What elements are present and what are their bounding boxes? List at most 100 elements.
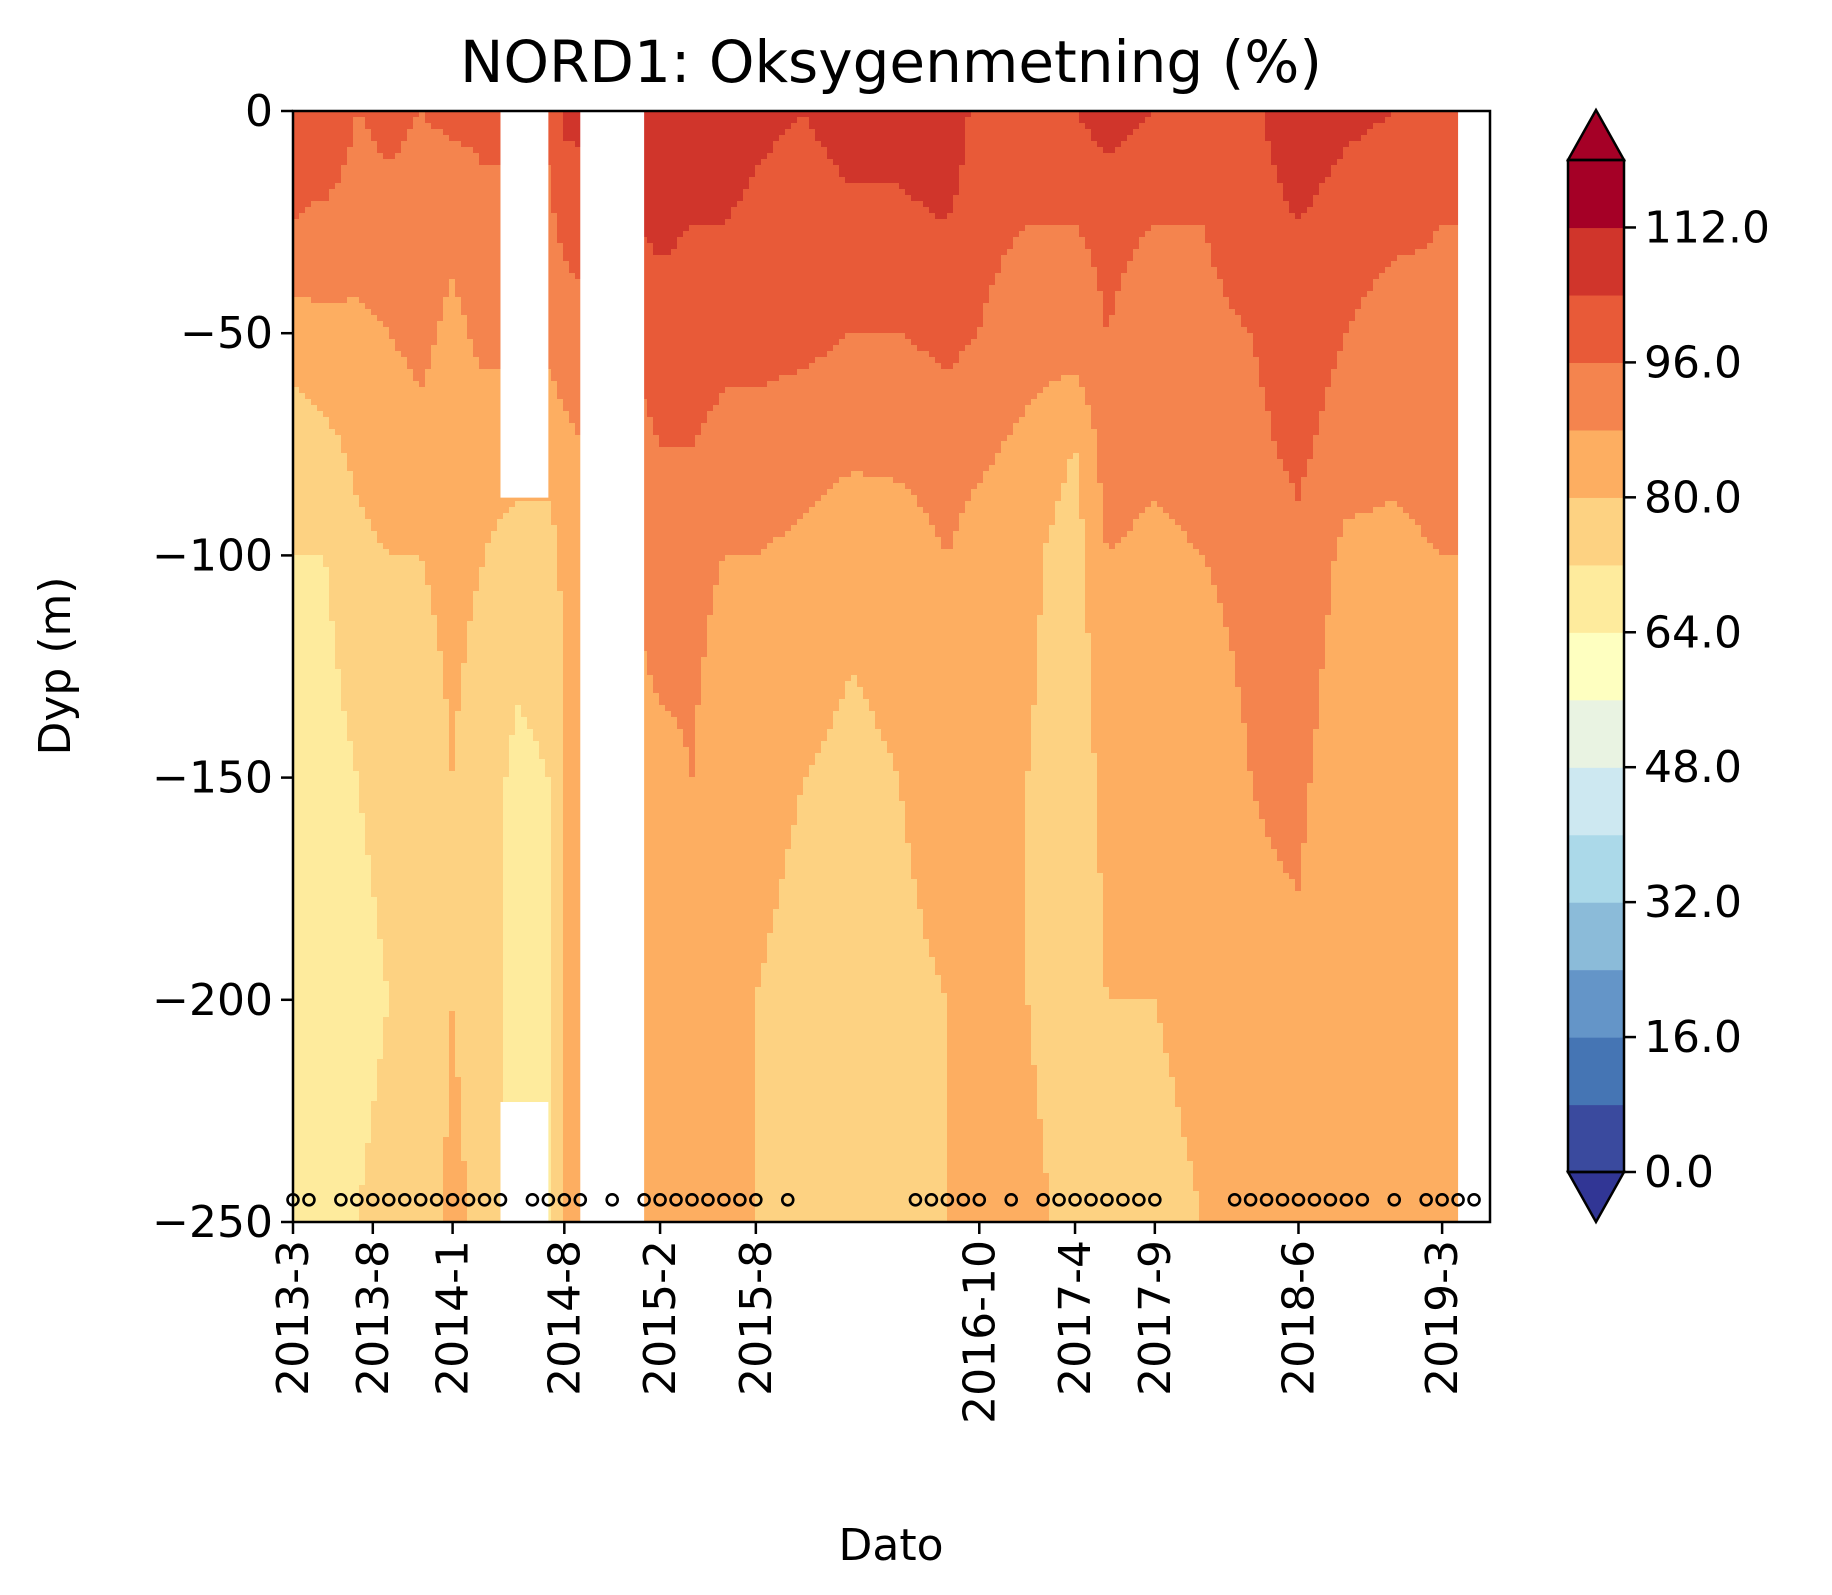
heatmap-cell xyxy=(401,963,408,970)
heatmap-cell xyxy=(341,567,348,574)
heatmap-cell xyxy=(449,177,456,184)
heatmap-cell xyxy=(341,225,348,232)
heatmap-cell xyxy=(431,213,438,220)
heatmap-cell xyxy=(443,147,450,154)
heatmap-cell xyxy=(401,1185,408,1192)
heatmap-cell xyxy=(317,249,324,256)
heatmap-cell xyxy=(311,789,318,796)
heatmap-cell xyxy=(359,165,366,172)
heatmap-cell xyxy=(413,1125,420,1132)
heatmap-cell xyxy=(437,1119,444,1126)
heatmap-cell xyxy=(419,1095,426,1102)
heatmap-cell xyxy=(401,885,408,892)
heatmap-cell xyxy=(347,873,354,880)
heatmap-cell xyxy=(401,735,408,742)
heatmap-cell xyxy=(395,1071,402,1078)
heatmap-cell xyxy=(401,171,408,178)
heatmap-cell xyxy=(425,687,432,694)
heatmap-cell xyxy=(443,879,450,886)
heatmap-cell xyxy=(347,855,354,862)
heatmap-cell xyxy=(311,195,318,202)
heatmap-cell xyxy=(377,171,384,178)
heatmap-cell xyxy=(335,267,342,274)
heatmap-cell xyxy=(395,855,402,862)
heatmap-cell xyxy=(359,171,366,178)
heatmap-cell xyxy=(419,1173,426,1180)
heatmap-cell xyxy=(359,915,366,922)
heatmap-cell xyxy=(305,807,312,814)
heatmap-cell xyxy=(425,969,432,976)
heatmap-cell xyxy=(443,417,450,424)
heatmap-cell xyxy=(377,423,384,430)
heatmap-cell xyxy=(371,621,378,628)
heatmap-cell xyxy=(305,711,312,718)
heatmap-cell xyxy=(389,927,396,934)
heatmap-cell xyxy=(425,1029,432,1036)
heatmap-cell xyxy=(449,561,456,568)
heatmap-cell xyxy=(395,873,402,880)
heatmap-cell xyxy=(431,165,438,172)
heatmap-cell xyxy=(317,183,324,190)
heatmap-cell xyxy=(299,225,306,232)
heatmap-cell xyxy=(413,621,420,628)
heatmap-cell xyxy=(347,981,354,988)
heatmap-cell xyxy=(383,363,390,370)
heatmap-cell xyxy=(353,669,360,676)
heatmap-cell xyxy=(305,939,312,946)
heatmap-cell xyxy=(341,729,348,736)
heatmap-cell xyxy=(449,897,456,904)
heatmap-cell xyxy=(437,285,444,292)
heatmap-cell xyxy=(359,381,366,388)
heatmap-cell xyxy=(395,1107,402,1114)
heatmap-cell xyxy=(389,765,396,772)
heatmap-cell xyxy=(329,993,336,1000)
heatmap-cell xyxy=(299,435,306,442)
heatmap-cell xyxy=(341,537,348,544)
heatmap-cell xyxy=(377,471,384,478)
heatmap-cell xyxy=(311,831,318,838)
heatmap-cell xyxy=(419,759,426,766)
heatmap-cell xyxy=(383,129,390,136)
heatmap-cell xyxy=(395,843,402,850)
heatmap-cell xyxy=(299,753,306,760)
heatmap-cell xyxy=(311,1065,318,1072)
heatmap-cell xyxy=(389,741,396,748)
heatmap-cell xyxy=(437,933,444,940)
heatmap-cell xyxy=(353,327,360,334)
heatmap-cell xyxy=(329,363,336,370)
heatmap-cell xyxy=(299,321,306,328)
heatmap-cell xyxy=(389,1083,396,1090)
heatmap-cell xyxy=(437,681,444,688)
heatmap-cell xyxy=(419,1023,426,1030)
heatmap-cell xyxy=(299,279,306,286)
heatmap-cell xyxy=(407,801,414,808)
heatmap-cell xyxy=(413,453,420,460)
heatmap-cell xyxy=(407,447,414,454)
heatmap-cell xyxy=(311,351,318,358)
heatmap-cell xyxy=(383,927,390,934)
heatmap-cell xyxy=(359,1131,366,1138)
heatmap-cell xyxy=(353,441,360,448)
heatmap-cell xyxy=(329,1041,336,1048)
heatmap-cell xyxy=(371,861,378,868)
heatmap-cell xyxy=(323,741,330,748)
heatmap-cell xyxy=(431,345,438,352)
heatmap-cell xyxy=(323,243,330,250)
heatmap-cell xyxy=(353,339,360,346)
heatmap-cell xyxy=(437,213,444,220)
heatmap-cell xyxy=(389,441,396,448)
heatmap-cell xyxy=(365,429,372,436)
heatmap-cell xyxy=(305,285,312,292)
heatmap-cell xyxy=(317,933,324,940)
heatmap-cell xyxy=(449,891,456,898)
heatmap-cell xyxy=(335,477,342,484)
heatmap-cell xyxy=(311,1209,318,1216)
heatmap-cell xyxy=(341,129,348,136)
heatmap-cell xyxy=(377,783,384,790)
heatmap-cell xyxy=(335,207,342,214)
heatmap-cell xyxy=(395,705,402,712)
heatmap-cell xyxy=(371,777,378,784)
heatmap-cell xyxy=(413,273,420,280)
heatmap-cell xyxy=(353,171,360,178)
heatmap-cell xyxy=(395,735,402,742)
